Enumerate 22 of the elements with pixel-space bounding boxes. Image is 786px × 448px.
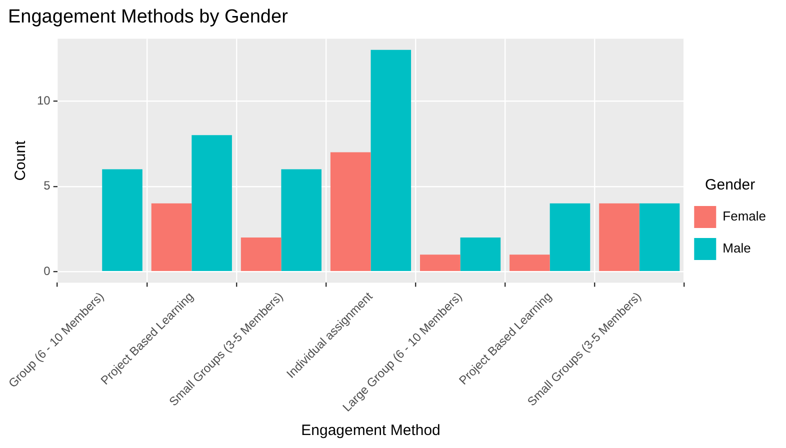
y-tick-label: 10: [36, 93, 51, 108]
legend-label: Male: [722, 240, 751, 256]
bar: [192, 135, 232, 272]
chart-title: Engagement Methods by Gender: [8, 6, 289, 28]
bar: [639, 203, 680, 272]
bar: [102, 169, 142, 272]
bar: [281, 169, 322, 272]
bar: [550, 203, 590, 272]
bar: [240, 238, 282, 272]
legend-label: Female: [722, 208, 766, 224]
bar: [599, 203, 640, 272]
y-tick-label: 0: [44, 264, 51, 278]
legend-title: Gender: [705, 176, 756, 194]
bar: [510, 254, 550, 272]
y-axis-title: Count: [12, 140, 30, 181]
bar: [370, 50, 412, 272]
y-tick-label: 5: [44, 178, 51, 193]
bar: [151, 203, 192, 272]
bar: [330, 152, 371, 272]
bar: [420, 254, 460, 272]
bar: [460, 238, 501, 272]
x-axis-title: Engagement Method: [301, 422, 440, 440]
